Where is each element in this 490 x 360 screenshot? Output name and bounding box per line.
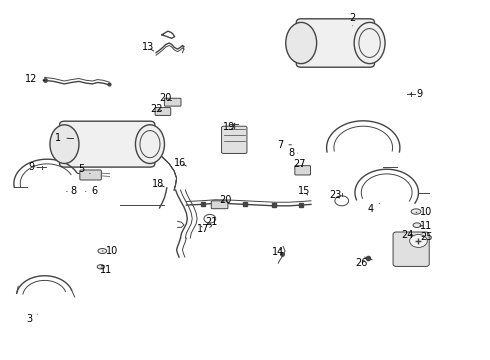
Text: 21: 21	[206, 217, 218, 227]
Text: 5: 5	[78, 164, 90, 174]
FancyBboxPatch shape	[211, 201, 228, 209]
Text: 1: 1	[55, 133, 74, 143]
Text: 22: 22	[150, 104, 162, 114]
Text: 11: 11	[99, 265, 112, 275]
Text: 12: 12	[25, 74, 45, 84]
Text: 9: 9	[28, 162, 39, 172]
Text: 19: 19	[223, 122, 236, 132]
Text: 10: 10	[416, 207, 432, 217]
FancyBboxPatch shape	[60, 121, 155, 167]
Text: 3: 3	[26, 314, 37, 324]
Text: 26: 26	[355, 258, 368, 268]
FancyBboxPatch shape	[393, 232, 429, 266]
Text: 13: 13	[142, 42, 154, 52]
Ellipse shape	[50, 125, 79, 163]
Text: 24: 24	[401, 230, 414, 239]
Ellipse shape	[411, 209, 421, 214]
Ellipse shape	[354, 22, 385, 64]
Text: 27: 27	[294, 159, 306, 169]
Text: 20: 20	[160, 93, 172, 103]
Ellipse shape	[98, 248, 107, 253]
FancyBboxPatch shape	[155, 108, 171, 116]
Text: 7: 7	[277, 140, 292, 150]
FancyBboxPatch shape	[295, 166, 311, 175]
Text: 10: 10	[102, 246, 118, 256]
FancyBboxPatch shape	[164, 98, 181, 106]
FancyBboxPatch shape	[296, 19, 374, 67]
Text: 15: 15	[298, 186, 311, 197]
FancyBboxPatch shape	[221, 126, 247, 153]
Text: 2: 2	[349, 13, 356, 26]
Text: 14: 14	[272, 247, 284, 257]
FancyBboxPatch shape	[80, 170, 101, 180]
Text: 6: 6	[86, 186, 98, 197]
Text: 9: 9	[410, 89, 423, 99]
Text: 18: 18	[152, 179, 164, 189]
Text: 23: 23	[329, 190, 342, 200]
Text: 20: 20	[219, 195, 232, 205]
Text: 17: 17	[197, 225, 210, 234]
Ellipse shape	[97, 265, 104, 269]
Ellipse shape	[413, 223, 421, 228]
Text: 8: 8	[289, 148, 298, 158]
Ellipse shape	[286, 22, 317, 64]
Text: 8: 8	[67, 186, 76, 197]
Circle shape	[410, 234, 427, 247]
Text: 11: 11	[419, 221, 432, 231]
Text: 16: 16	[174, 158, 187, 168]
Ellipse shape	[135, 125, 165, 163]
Text: 25: 25	[420, 232, 433, 242]
Text: 4: 4	[368, 203, 379, 215]
